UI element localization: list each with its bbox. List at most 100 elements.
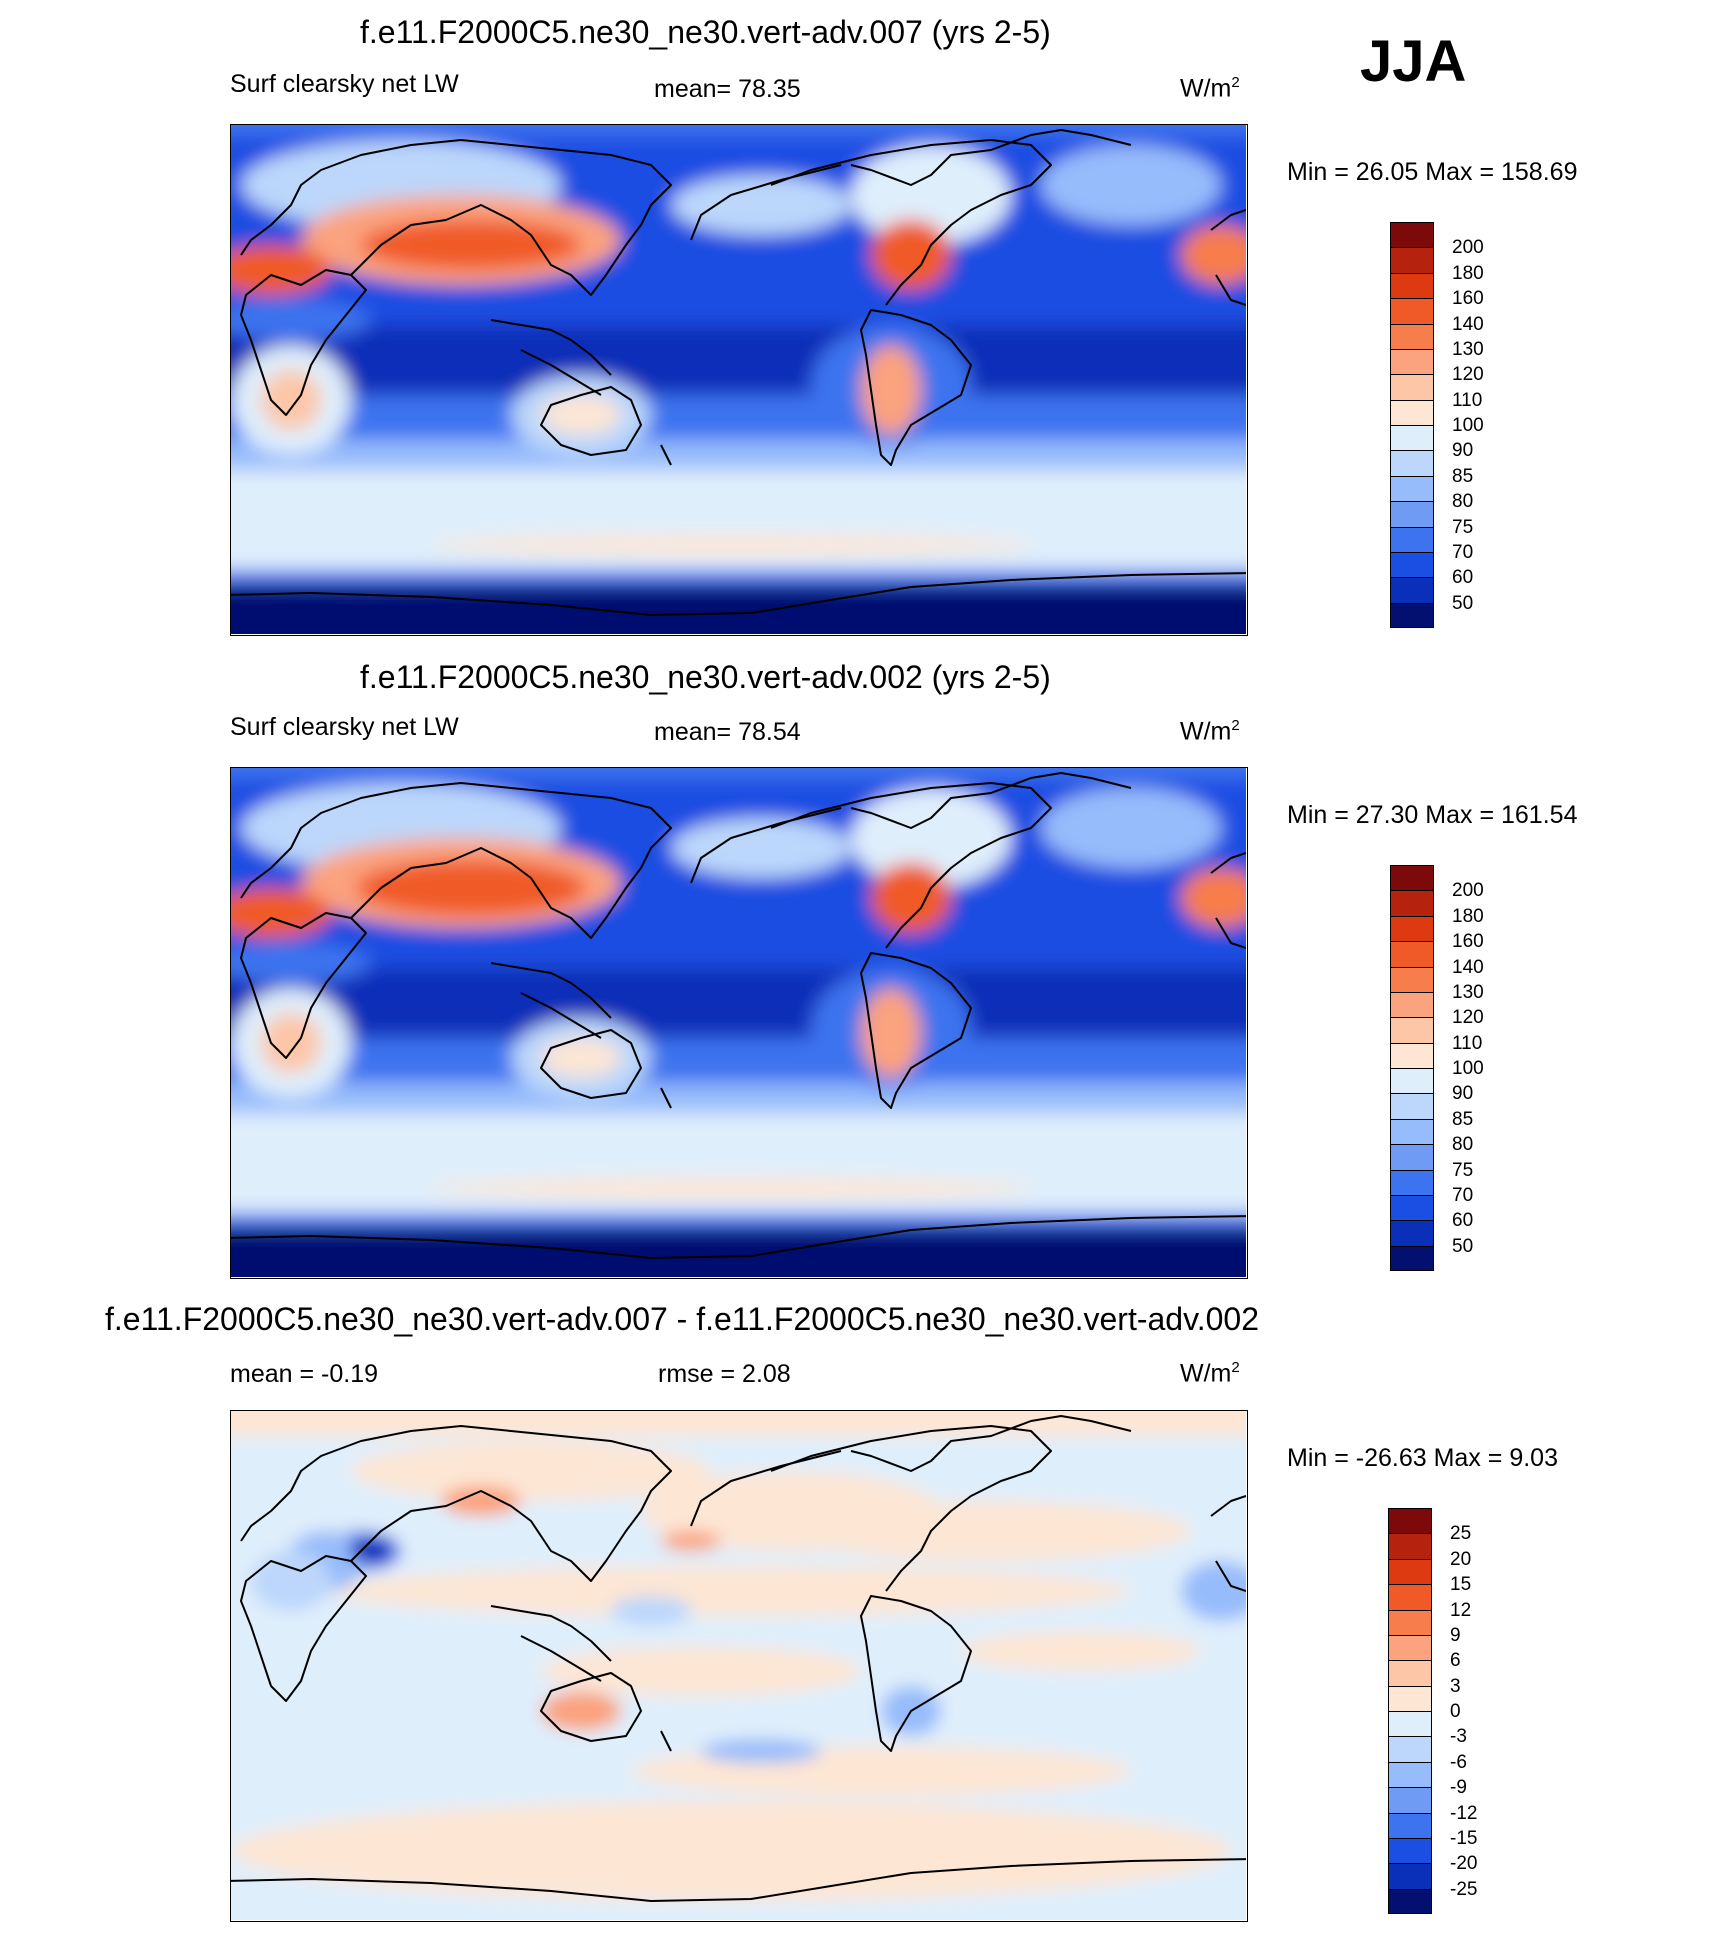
- colorbar-tick-label: 160: [1452, 931, 1484, 953]
- colorbar-swatch: [1390, 272, 1434, 299]
- colorbar-tick-label: 80: [1452, 491, 1474, 513]
- colorbar-swatch: [1390, 1017, 1434, 1043]
- colorbar-swatch: [1390, 450, 1434, 476]
- colorbar-tick-label: 180: [1452, 905, 1484, 927]
- panel-2-variable-label: Surf clearsky net LW: [230, 713, 459, 741]
- colorbar-tick-label: 25: [1450, 1523, 1472, 1545]
- colorbar-tick-label: -12: [1450, 1802, 1478, 1824]
- colorbar-swatch: [1390, 941, 1434, 967]
- colorbar-swatch: [1388, 1634, 1432, 1661]
- panel-3-rmse-label: rmse = 2.08: [658, 1360, 791, 1388]
- panel-2-units-label: W/m2: [1180, 717, 1240, 746]
- colorbar-swatch: [1390, 1220, 1434, 1246]
- colorbar-swatch: [1390, 1194, 1434, 1221]
- colorbar-tick-label: -9: [1450, 1777, 1467, 1799]
- colorbar-swatch: [1390, 966, 1434, 992]
- colorbar-tick-label: 80: [1452, 1134, 1474, 1156]
- colorbar-swatch: [1390, 915, 1434, 942]
- panel-2-title: f.e11.F2000C5.ne30_ne30.vert-adv.002 (yr…: [360, 659, 1051, 695]
- colorbar-tick-label: 70: [1452, 541, 1474, 563]
- panel-3-units-label: W/m2: [1180, 1359, 1240, 1388]
- colorbar-swatch: [1390, 399, 1434, 425]
- colorbar-swatch: [1390, 1118, 1434, 1145]
- colorbar-tick-label: 90: [1452, 440, 1474, 462]
- panel-3-colorbar: 25 20 15 12 9 6 3 0 -3 -6 -9 -12 -15 -20 -25: [1388, 1508, 1508, 1914]
- colorbar-swatch: [1390, 890, 1434, 916]
- colorbar-swatch: [1390, 1144, 1434, 1170]
- panel-1-colorbar: 200 180 160 140 130 120 110 100 90 85 80 75 70 60 50: [1390, 222, 1510, 628]
- colorbar-tick-label: 200: [1452, 237, 1484, 259]
- colorbar-tick-label: 60: [1452, 567, 1474, 589]
- colorbar-swatch: [1388, 1558, 1432, 1585]
- colorbar-swatch: [1388, 1660, 1432, 1686]
- colorbar-swatch: [1390, 323, 1434, 349]
- colorbar-swatch: [1390, 475, 1434, 502]
- colorbar-swatch: [1388, 1685, 1432, 1711]
- colorbar-swatch: [1388, 1863, 1432, 1889]
- colorbar-tick-label: 110: [1452, 1032, 1483, 1054]
- panel-1-mean-label: mean= 78.35: [654, 75, 801, 103]
- colorbar-swatch: [1390, 1245, 1434, 1271]
- colorbar-swatch: [1390, 1068, 1434, 1094]
- panel-1-map: [230, 124, 1248, 636]
- colorbar-swatch: [1388, 1609, 1432, 1635]
- colorbar-tick-label: 160: [1452, 288, 1484, 310]
- colorbar-swatch: [1390, 501, 1434, 527]
- panel-1-variable-label: Surf clearsky net LW: [230, 70, 459, 98]
- colorbar-swatch: [1390, 577, 1434, 603]
- colorbar-swatch: [1388, 1837, 1432, 1864]
- colorbar-tick-label: 75: [1452, 516, 1474, 538]
- panel-1-minmax-label: Min = 26.05 Max = 158.69: [1287, 158, 1578, 186]
- colorbar-tick-label: -3: [1450, 1726, 1467, 1748]
- colorbar-swatch: [1390, 991, 1434, 1018]
- colorbar-tick-label: 130: [1452, 981, 1484, 1003]
- colorbar-swatch: [1388, 1761, 1432, 1788]
- panel-3-map: [230, 1410, 1248, 1922]
- colorbar-tick-label: 140: [1452, 956, 1484, 978]
- panel-3-minmax-label: Min = -26.63 Max = 9.03: [1287, 1444, 1558, 1472]
- colorbar-tick-label: 20: [1450, 1548, 1472, 1570]
- colorbar-tick-label: -6: [1450, 1751, 1467, 1773]
- colorbar-swatch: [1390, 222, 1434, 248]
- colorbar-tick-label: 140: [1452, 313, 1484, 335]
- colorbar-tick-label: 6: [1450, 1650, 1461, 1672]
- colorbar-swatch: [1388, 1711, 1432, 1737]
- colorbar-swatch: [1390, 298, 1434, 324]
- colorbar-tick-label: 85: [1452, 1108, 1474, 1130]
- season-label: JJA: [1360, 29, 1467, 94]
- colorbar-swatch: [1390, 425, 1434, 451]
- colorbar-tick-label: 15: [1450, 1574, 1472, 1596]
- colorbar-tick-label: -20: [1450, 1853, 1478, 1875]
- colorbar-tick-label: 0: [1450, 1701, 1461, 1722]
- colorbar-tick-label: 85: [1452, 465, 1474, 487]
- colorbar-swatch: [1390, 1042, 1434, 1068]
- colorbar-tick-label: 50: [1452, 592, 1474, 614]
- colorbar-swatch: [1388, 1812, 1432, 1838]
- colorbar-tick-label: 75: [1452, 1159, 1474, 1181]
- colorbar-tick-label: 70: [1452, 1184, 1474, 1206]
- colorbar-tick-label: 120: [1452, 364, 1484, 386]
- panel-3-title: f.e11.F2000C5.ne30_ne30.vert-adv.007 - f…: [105, 1301, 1259, 1337]
- colorbar-swatch: [1390, 348, 1434, 375]
- colorbar-swatch: [1388, 1533, 1432, 1559]
- colorbar-tick-label: 100: [1452, 415, 1484, 436]
- colorbar-tick-label: 120: [1452, 1007, 1484, 1029]
- panel-2-map: [230, 767, 1248, 1279]
- colorbar-swatch: [1390, 526, 1434, 552]
- panel-1-title: f.e11.F2000C5.ne30_ne30.vert-adv.007 (yr…: [360, 14, 1051, 50]
- colorbar-tick-label: 50: [1452, 1235, 1474, 1257]
- colorbar-swatch: [1388, 1787, 1432, 1813]
- colorbar-tick-label: 180: [1452, 262, 1484, 284]
- colorbar-swatch: [1390, 551, 1434, 578]
- colorbar-tick-label: 130: [1452, 338, 1484, 360]
- colorbar-tick-label: 100: [1452, 1058, 1484, 1079]
- colorbar-swatch: [1388, 1736, 1432, 1762]
- colorbar-swatch: [1388, 1584, 1432, 1610]
- colorbar-tick-label: 3: [1450, 1675, 1461, 1697]
- panel-2-colorbar: 200 180 160 140 130 120 110 100 90 85 80 75 70 60 50: [1390, 865, 1510, 1271]
- colorbar-tick-label: -25: [1450, 1878, 1478, 1900]
- panel-2-minmax-label: Min = 27.30 Max = 161.54: [1287, 801, 1578, 829]
- colorbar-tick-label: 60: [1452, 1210, 1474, 1232]
- colorbar-tick-label: 200: [1452, 880, 1484, 902]
- colorbar-swatch: [1390, 865, 1434, 891]
